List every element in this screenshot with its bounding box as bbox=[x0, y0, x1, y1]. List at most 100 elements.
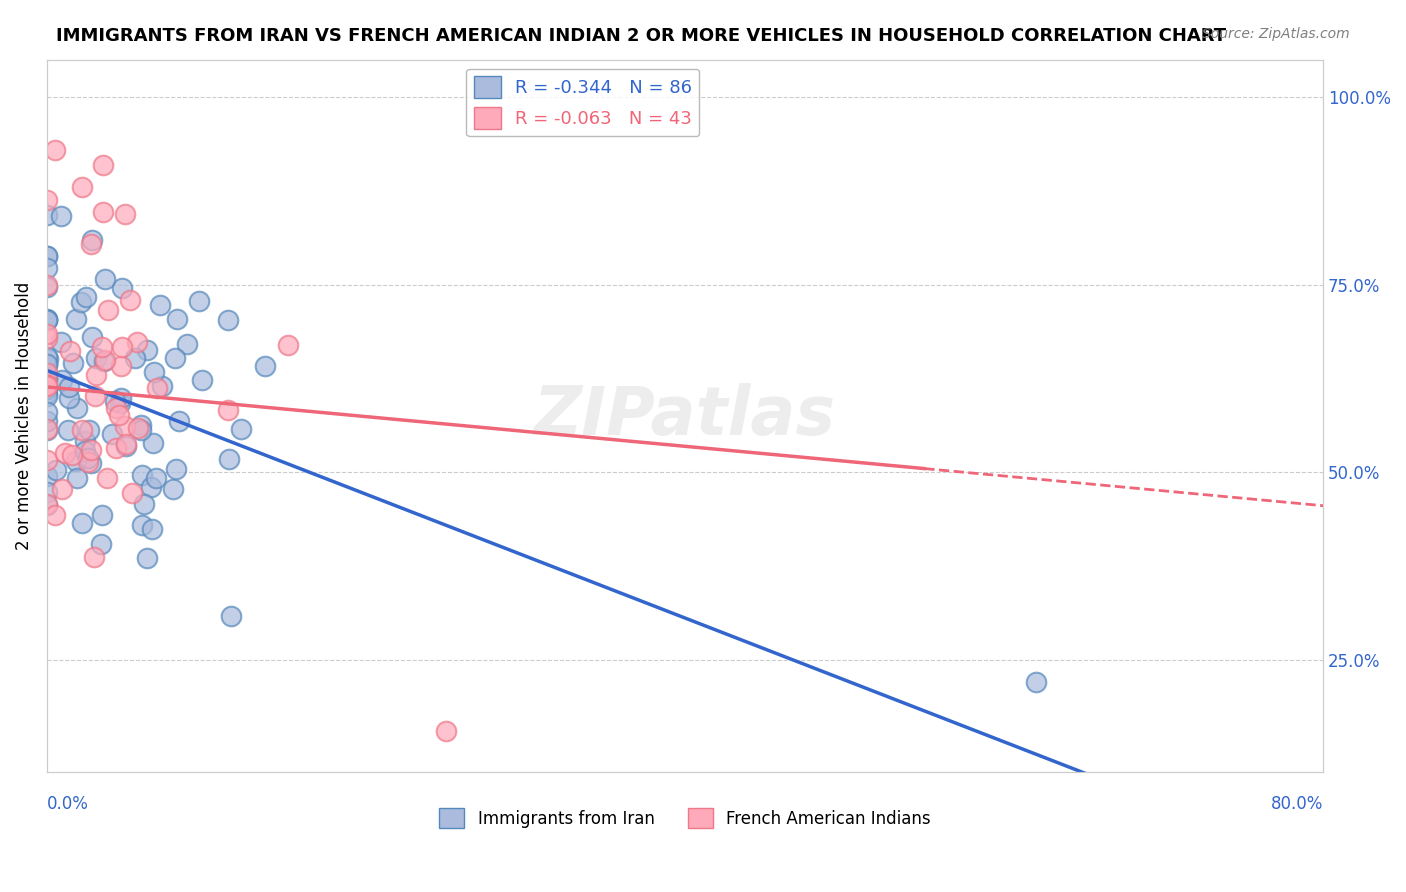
Point bbox=[165, 462, 187, 476]
Point bbox=[60, 448, 83, 462]
Point bbox=[75, 290, 97, 304]
Text: IMMIGRANTS FROM IRAN VS FRENCH AMERICAN INDIAN 2 OR MORE VEHICLES IN HOUSEHOLD C: IMMIGRANTS FROM IRAN VS FRENCH AMERICAN … bbox=[56, 27, 1226, 45]
Point bbox=[35, 368, 58, 383]
Point bbox=[49, 334, 72, 349]
Point bbox=[231, 422, 253, 436]
Point bbox=[35, 405, 58, 419]
Point bbox=[136, 343, 159, 358]
Point bbox=[55, 446, 77, 460]
Point bbox=[35, 422, 58, 436]
Point bbox=[35, 498, 58, 512]
Point bbox=[35, 279, 58, 293]
Point bbox=[187, 293, 209, 308]
Point bbox=[145, 471, 167, 485]
Point bbox=[65, 311, 87, 326]
Point bbox=[79, 442, 101, 457]
Point bbox=[277, 338, 299, 352]
Point bbox=[135, 551, 157, 566]
Point bbox=[35, 260, 58, 275]
Point bbox=[35, 331, 58, 345]
Point bbox=[35, 423, 58, 437]
Point bbox=[35, 366, 58, 380]
Point bbox=[219, 609, 242, 624]
Point bbox=[110, 281, 132, 295]
Point bbox=[114, 439, 136, 453]
Point bbox=[143, 364, 166, 378]
Point bbox=[131, 467, 153, 482]
Point bbox=[114, 436, 136, 450]
Point bbox=[96, 470, 118, 484]
Point bbox=[70, 423, 93, 437]
Point bbox=[35, 209, 58, 223]
Point bbox=[124, 351, 146, 365]
Point bbox=[35, 379, 58, 393]
Point bbox=[217, 402, 239, 417]
Point bbox=[58, 380, 80, 394]
Point bbox=[59, 343, 82, 358]
Point bbox=[91, 205, 114, 219]
Point bbox=[80, 233, 103, 247]
Point bbox=[35, 373, 58, 387]
Point bbox=[35, 350, 58, 364]
Point bbox=[91, 158, 114, 172]
Point bbox=[108, 396, 131, 410]
Point bbox=[149, 298, 172, 312]
Text: 0.0%: 0.0% bbox=[46, 795, 89, 813]
Point bbox=[35, 248, 58, 262]
Point bbox=[51, 373, 73, 387]
Point bbox=[217, 313, 239, 327]
Point bbox=[35, 453, 58, 467]
Point bbox=[35, 497, 58, 511]
Point bbox=[35, 312, 58, 326]
Point bbox=[44, 508, 66, 523]
Point bbox=[101, 427, 124, 442]
Point bbox=[83, 549, 105, 564]
Point bbox=[35, 326, 58, 341]
Point bbox=[121, 486, 143, 500]
Point bbox=[114, 207, 136, 221]
Point bbox=[105, 441, 128, 455]
Point bbox=[141, 480, 163, 494]
Point bbox=[35, 485, 58, 500]
Point bbox=[66, 401, 89, 416]
Point bbox=[35, 381, 58, 395]
Point bbox=[141, 522, 163, 536]
Point bbox=[104, 394, 127, 409]
Point bbox=[77, 423, 100, 437]
Text: ZIPatlas: ZIPatlas bbox=[534, 383, 837, 449]
Point bbox=[56, 423, 79, 437]
Point bbox=[166, 311, 188, 326]
Point bbox=[35, 371, 58, 385]
Point bbox=[176, 337, 198, 351]
Point bbox=[167, 414, 190, 428]
Point bbox=[35, 313, 58, 327]
Y-axis label: 2 or more Vehicles in Household: 2 or more Vehicles in Household bbox=[15, 282, 32, 550]
Point bbox=[35, 358, 58, 372]
Point bbox=[150, 379, 173, 393]
Point bbox=[45, 463, 67, 477]
Point bbox=[51, 482, 73, 496]
Point bbox=[35, 357, 58, 371]
Point bbox=[58, 391, 80, 405]
Point bbox=[70, 516, 93, 530]
Point bbox=[35, 386, 58, 401]
Point bbox=[90, 537, 112, 551]
Point bbox=[218, 452, 240, 467]
Point bbox=[80, 330, 103, 344]
Point bbox=[84, 389, 107, 403]
Point bbox=[35, 468, 58, 483]
Point bbox=[111, 340, 134, 354]
Point bbox=[162, 482, 184, 496]
Point bbox=[70, 180, 93, 194]
Point bbox=[35, 389, 58, 403]
Point bbox=[91, 340, 114, 354]
Point bbox=[131, 417, 153, 432]
Point bbox=[35, 378, 58, 392]
Point bbox=[127, 421, 149, 435]
Point bbox=[35, 313, 58, 327]
Point bbox=[145, 381, 167, 395]
Point bbox=[35, 278, 58, 293]
Point bbox=[35, 249, 58, 263]
Point bbox=[142, 436, 165, 450]
Point bbox=[110, 359, 132, 374]
